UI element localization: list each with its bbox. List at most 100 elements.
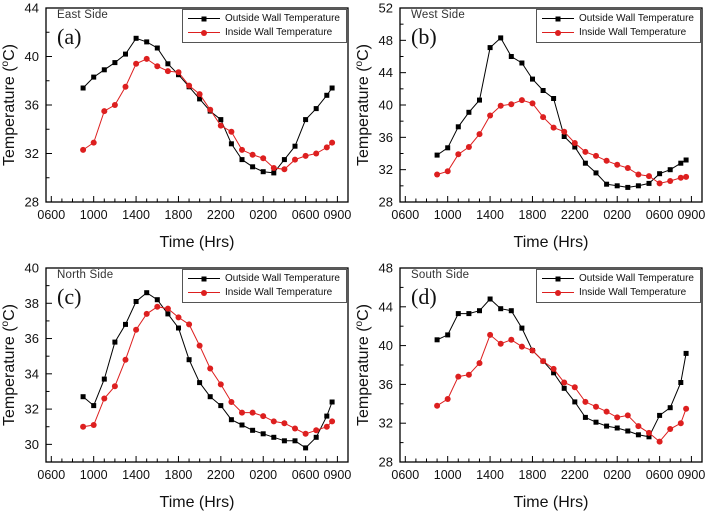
data-point <box>303 117 309 123</box>
data-point <box>487 331 494 338</box>
data-point <box>292 425 298 432</box>
x-tick-label: 0900 <box>323 468 351 482</box>
data-point <box>540 114 547 121</box>
data-point <box>646 434 652 440</box>
data-point <box>90 422 97 428</box>
y-tick-label: 40 <box>25 49 39 64</box>
series-line <box>83 306 333 435</box>
data-point <box>313 434 319 440</box>
panel-east-side: 0600 1000 1400 1800 2200 0200 0600 0900 28 32 36 40… <box>0 0 354 260</box>
data-point <box>508 308 514 314</box>
data-point <box>683 173 690 180</box>
y-tick-label: 34 <box>25 366 39 381</box>
plot-frame <box>45 267 349 463</box>
data-point <box>529 100 536 107</box>
black-square-marker-icon <box>555 276 561 281</box>
y-tick-label: 44 <box>379 65 393 80</box>
data-point <box>445 332 451 338</box>
data-point <box>250 164 256 170</box>
data-point <box>529 347 536 354</box>
legend: Outside Wall Temperature Inside Wall Tem… <box>181 269 347 303</box>
data-point <box>683 350 689 356</box>
outside-series-symbol <box>187 12 220 25</box>
data-point <box>313 427 320 434</box>
black-square-marker-icon <box>201 276 207 281</box>
data-point <box>186 357 192 363</box>
data-point <box>455 311 461 317</box>
data-point <box>624 165 631 171</box>
legend-label-outside: Outside Wall Temperature <box>578 13 694 24</box>
data-point <box>657 412 663 418</box>
data-point <box>498 35 504 41</box>
data-point <box>80 423 87 430</box>
y-axis: 28 32 36 40 44 <box>25 1 52 210</box>
data-point <box>80 394 86 400</box>
legend-entry-inside: Inside Wall Temperature <box>541 286 694 299</box>
x-tick-label: 0600 <box>646 208 674 222</box>
x-tick-label: 0600 <box>646 468 674 482</box>
x-tick-label: 0600 <box>391 468 419 482</box>
data-point <box>260 169 266 175</box>
y-tick-label: 32 <box>379 416 393 431</box>
y-tick-label: 28 <box>25 195 39 210</box>
y-tick-label: 36 <box>25 98 39 113</box>
y-axis: 30 32 34 36 38 40 <box>25 261 52 463</box>
data-point <box>434 152 440 158</box>
data-point <box>144 39 150 45</box>
data-point <box>518 97 525 104</box>
data-point <box>593 170 599 176</box>
data-point <box>582 414 588 420</box>
data-point <box>518 343 525 350</box>
data-point <box>329 418 336 425</box>
y-tick-label: 32 <box>25 146 39 161</box>
data-point <box>101 376 107 382</box>
inside-series-symbol <box>541 286 574 299</box>
x-axis-title: Time (Hrs) <box>160 234 235 251</box>
data-point <box>228 399 235 405</box>
x-tick-label: 1400 <box>476 208 504 222</box>
data-point <box>466 109 472 115</box>
data-point <box>571 384 578 391</box>
data-point <box>582 160 588 166</box>
data-point <box>625 184 631 190</box>
data-point <box>111 102 118 108</box>
red-circle-marker-icon <box>200 29 207 36</box>
data-point <box>530 76 535 82</box>
data-point <box>487 112 494 119</box>
data-point <box>614 183 620 189</box>
data-point <box>561 385 567 391</box>
data-point <box>271 170 277 176</box>
data-point <box>154 45 160 51</box>
data-point <box>260 413 267 420</box>
y-tick-label: 44 <box>25 1 39 16</box>
data-point <box>561 128 568 135</box>
data-point <box>582 148 589 155</box>
data-point <box>614 425 620 431</box>
data-point <box>111 383 118 390</box>
data-point <box>175 314 182 321</box>
legend-entry-outside: Outside Wall Temperature <box>187 12 340 25</box>
data-point <box>197 380 203 386</box>
data-point <box>228 417 234 423</box>
legend-label-outside: Outside Wall Temperature <box>578 273 694 284</box>
data-point <box>657 171 663 177</box>
side-label-west: West Side <box>411 9 465 21</box>
data-point <box>497 102 504 109</box>
data-point <box>249 409 256 416</box>
data-point <box>292 438 298 444</box>
data-point <box>329 85 335 91</box>
x-axis: 0600 1000 1400 1800 2200 0200 0600 0900 <box>37 456 351 482</box>
data-point <box>476 360 483 367</box>
data-point <box>519 325 525 331</box>
y-tick-label: 36 <box>379 130 393 145</box>
x-tick-label: 1400 <box>122 468 150 482</box>
series-outside-wall <box>80 290 335 451</box>
data-point <box>624 412 631 419</box>
x-tick-label: 0900 <box>677 208 705 222</box>
x-tick-label: 0600 <box>391 208 419 222</box>
x-tick-label: 0200 <box>603 208 631 222</box>
series-inside-wall <box>434 331 690 445</box>
legend-entry-inside: Inside Wall Temperature <box>541 26 694 39</box>
data-point <box>196 91 203 98</box>
data-point <box>165 311 171 317</box>
